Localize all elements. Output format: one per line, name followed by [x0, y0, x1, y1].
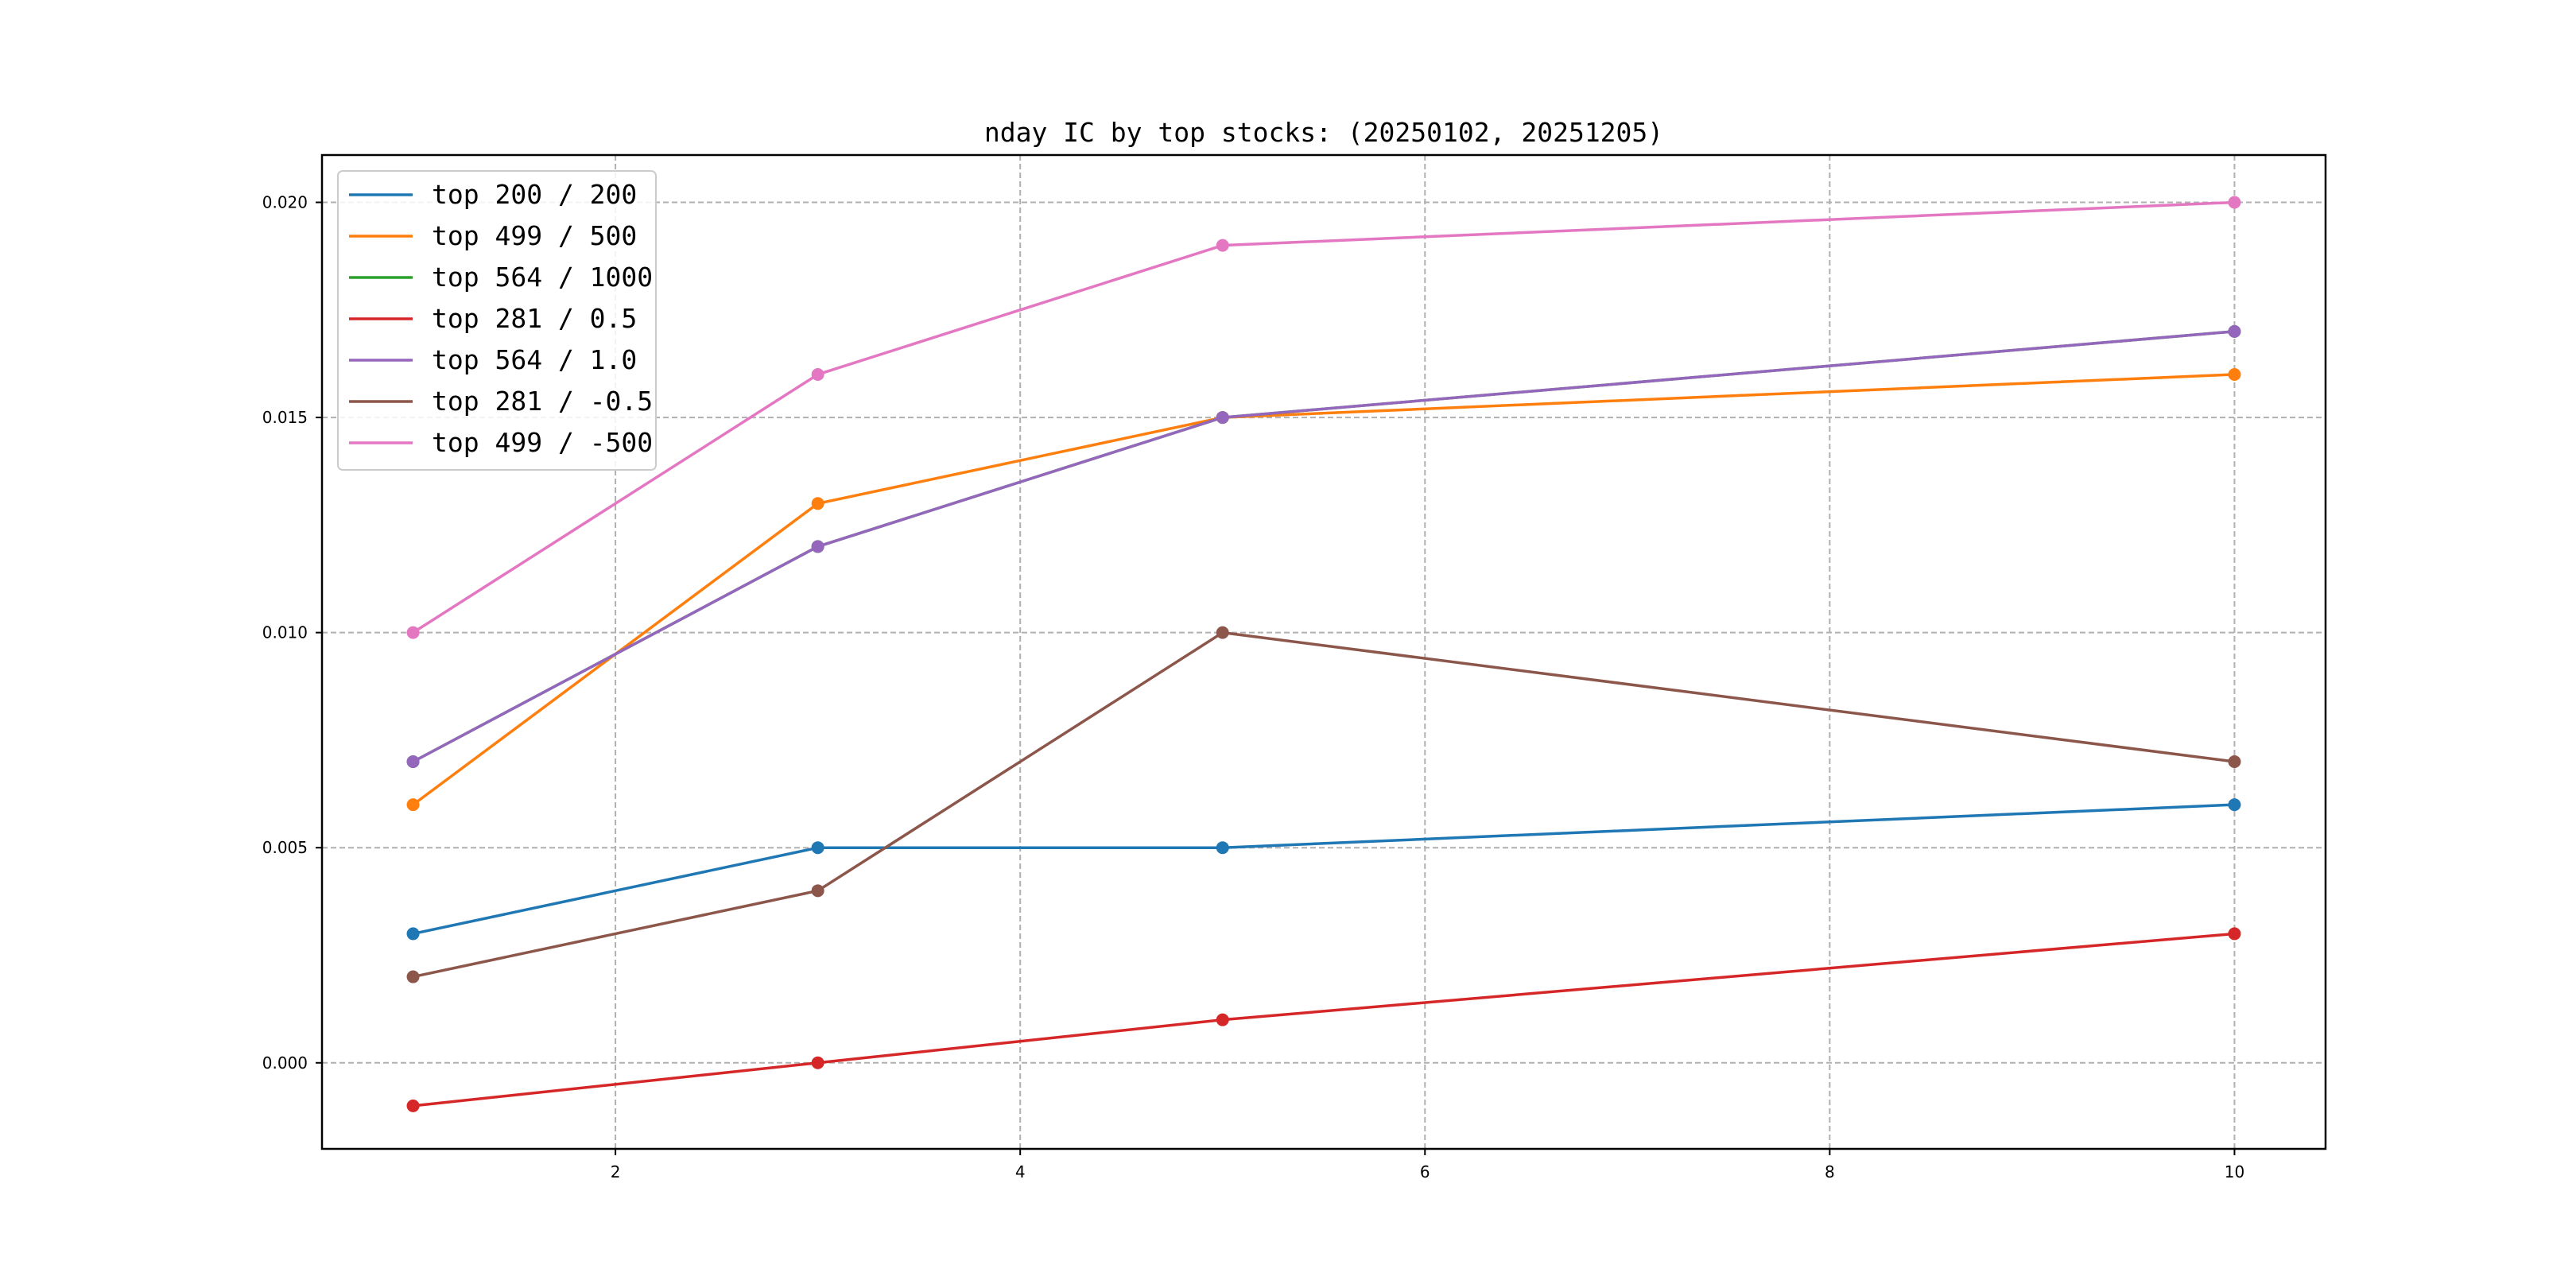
data-point	[2228, 196, 2241, 209]
legend-label: top 564 / 1000	[432, 262, 653, 293]
legend-item: top 499 / 500	[349, 220, 637, 251]
legend-box	[337, 170, 657, 471]
series-line	[412, 200, 2235, 634]
legend-item: top 564 / 1000	[349, 262, 653, 293]
data-point	[406, 927, 420, 941]
legend-label: top 281 / 0.5	[432, 303, 637, 334]
data-point	[2228, 755, 2241, 768]
y-tick-label: 0.020	[262, 193, 308, 212]
x-tick-label: 2	[611, 1162, 621, 1181]
data-point	[2228, 927, 2241, 941]
legend-item: top 281 / 0.5	[349, 303, 637, 334]
data-point	[1216, 1013, 1229, 1026]
legend-label: top 281 / -0.5	[432, 386, 653, 417]
series-5	[406, 324, 2241, 768]
x-tick-label: 6	[1420, 1162, 1430, 1181]
legend-item: top 564 / 1.0	[349, 344, 637, 375]
data-point	[2228, 324, 2241, 338]
series-line	[413, 803, 2235, 936]
series-line	[412, 330, 2235, 763]
data-point	[1216, 411, 1229, 425]
x-axis: 2 4 6 8 10	[611, 1149, 2244, 1181]
y-tick-label: 0.005	[262, 838, 308, 857]
legend-label: top 499 / -500	[432, 427, 653, 458]
data-point	[1216, 841, 1229, 855]
series-1	[406, 798, 2241, 941]
legend-item: top 200 / 200	[349, 179, 637, 210]
data-point	[811, 884, 824, 898]
data-point	[406, 798, 420, 812]
series-6	[406, 626, 2241, 983]
data-point	[811, 540, 824, 553]
data-point	[811, 1056, 824, 1069]
data-point	[406, 626, 420, 639]
data-point	[406, 755, 420, 768]
x-tick-label: 4	[1015, 1162, 1026, 1181]
series-7	[406, 196, 2241, 639]
data-point	[811, 497, 824, 510]
legend: top 200 / 200 top 499 / 500 top 564 / 1000…	[337, 170, 657, 471]
series-line	[413, 932, 2235, 1108]
series-4	[406, 927, 2241, 1112]
y-tick-label: 0.000	[262, 1053, 308, 1073]
legend-item: top 499 / -500	[349, 427, 653, 458]
data-point	[811, 367, 824, 381]
series-lines	[406, 196, 2241, 1112]
data-point	[1216, 239, 1229, 252]
data-point	[811, 841, 824, 855]
legend-item: top 281 / -0.5	[349, 386, 653, 417]
legend-label: top 499 / 500	[432, 220, 637, 251]
legend-label: top 564 / 1.0	[432, 344, 637, 375]
data-point	[1216, 626, 1229, 639]
series-line	[413, 630, 2235, 979]
data-point	[2228, 367, 2241, 381]
y-axis: 0.000 0.005 0.010 0.015 0.020	[262, 193, 322, 1073]
legend-label: top 200 / 200	[432, 179, 637, 210]
y-tick-label: 0.015	[262, 408, 308, 427]
chart-title: nday IC by top stocks: (20250102, 202512…	[984, 117, 1663, 148]
x-tick-label: 10	[2225, 1162, 2244, 1181]
x-tick-label: 8	[1825, 1162, 1835, 1181]
data-point	[406, 970, 420, 983]
data-point	[2228, 798, 2241, 812]
y-tick-label: 0.010	[262, 623, 308, 642]
plot-frame	[320, 153, 2327, 1150]
data-point	[406, 1099, 420, 1112]
